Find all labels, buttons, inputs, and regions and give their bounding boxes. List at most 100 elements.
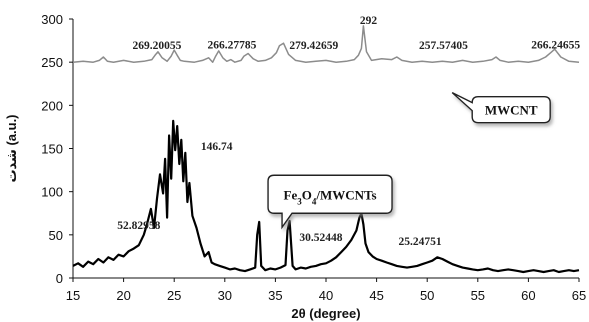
data-point [500,60,501,61]
data-point [175,150,176,151]
data-point [528,271,529,272]
data-point [185,152,186,153]
y-tick-label: 300 [41,12,63,27]
data-point [200,243,201,244]
data-point [487,268,488,269]
x-tick-label: 60 [521,288,535,303]
data-point [177,55,178,56]
data-point [406,267,407,268]
data-point [143,234,144,235]
data-point [391,264,392,265]
data-point [259,221,260,222]
annotation-layer: 269.20055 266.27785 279.42659 292 257.57405 2… [117,15,580,248]
data-point [224,267,225,268]
data-point [133,62,134,63]
data-point [457,265,458,266]
peak-label: 269.20055 [133,40,182,52]
x-tick-label: 30 [218,288,232,303]
data-point [156,198,157,199]
data-point [179,163,180,164]
data-point [226,61,227,62]
data-point [513,270,514,271]
x-tick-label: 55 [471,288,485,303]
data-point [503,270,504,271]
peak-label: 266.27785 [207,39,256,51]
data-point [123,60,124,61]
data-point [315,265,316,266]
data-point [452,62,453,63]
data-point [518,271,519,272]
data-point [93,264,94,265]
data-point [270,268,271,269]
y-tick-label: 200 [41,98,63,113]
data-point [279,45,280,46]
peak-label: 279.42659 [289,40,338,52]
data-point [538,271,539,272]
data-point [396,56,397,57]
data-point [472,269,473,270]
data-point [427,262,428,263]
y-tick-label: 250 [41,55,63,70]
data-point [417,265,418,266]
data-point [358,55,359,56]
x-tick-label: 35 [268,288,282,303]
y-axis-title: شدت (a.u.) [4,114,19,182]
data-point [310,266,311,267]
data-point [167,61,168,62]
data-point [204,256,205,257]
peak-label: 257.57405 [419,40,468,52]
data-point [432,62,433,63]
series-fe3o4-mwcnts [72,119,580,274]
data-point [325,60,326,61]
x-axis-title: 2θ (degree) [291,306,360,321]
data-point [239,270,240,271]
data-point [523,271,524,272]
data-point [533,270,534,271]
data-point [150,208,151,209]
data-point [305,268,306,269]
data-point [219,265,220,266]
data-point [315,61,316,62]
data-point [295,269,296,270]
callout-mwcnt [451,92,551,124]
data-point [258,61,259,62]
data-point [336,62,337,63]
y-tick-label: 50 [49,228,63,243]
callout-bubble [451,92,551,124]
data-point [462,267,463,268]
data-point [103,262,104,263]
data-point [234,268,235,269]
data-point [181,139,182,140]
data-point [250,269,251,270]
peak-label: 266.24655 [531,39,580,51]
x-tick-label: 45 [369,288,383,303]
data-point [229,269,230,270]
data-point [113,62,114,63]
data-point [98,258,99,259]
x-tick-label: 65 [572,288,586,303]
data-point [368,252,369,253]
data-point [356,230,357,231]
peak-label: 146.74 [201,141,233,153]
data-point [325,263,326,264]
data-point [568,270,569,271]
data-point [462,60,463,61]
data-point [578,62,579,63]
data-point [508,62,509,63]
data-point [271,57,272,58]
data-point [442,61,443,62]
data-point [578,270,579,271]
data-point [261,265,262,266]
data-point [300,267,301,268]
data-point [366,51,367,52]
data-point [305,62,306,63]
data-point [230,59,231,60]
data-point [422,61,423,62]
data-point [275,269,276,270]
data-point [234,62,235,63]
peak-label: 25.24751 [399,236,442,248]
data-point [372,256,373,257]
data-point [183,181,184,182]
data-point [518,61,519,62]
